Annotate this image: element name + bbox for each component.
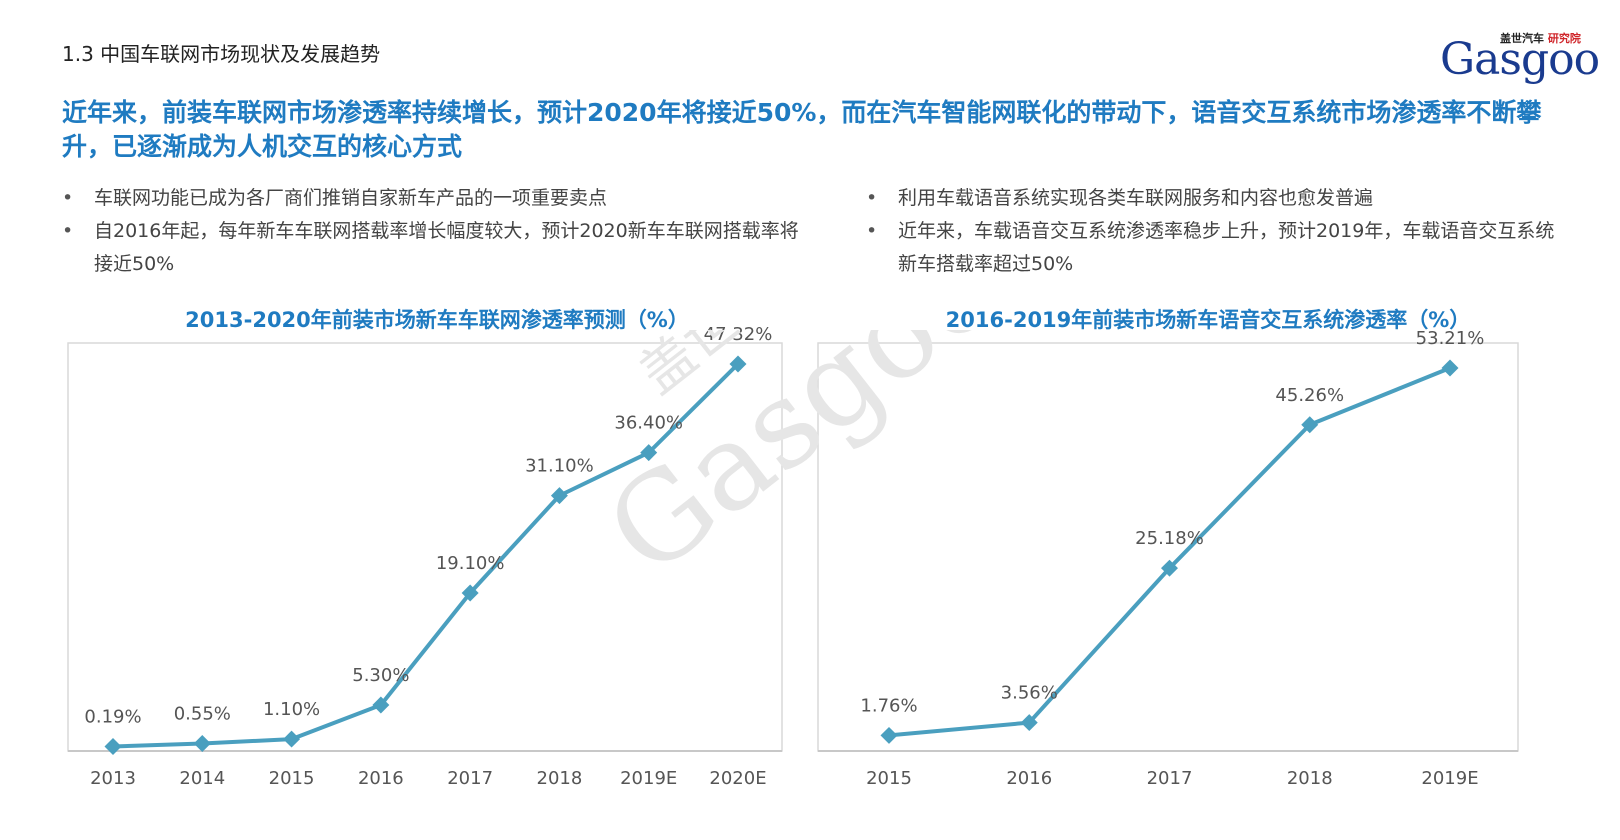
x-tick-label: 2019E bbox=[620, 768, 677, 789]
chart-title-left: 2013-2020年前装市场新车车联网渗透率预测（%） bbox=[185, 308, 689, 332]
x-tick-label: 2018 bbox=[537, 768, 583, 789]
data-point bbox=[283, 730, 301, 748]
data-label: 45.26% bbox=[1275, 385, 1344, 406]
x-tick-label: 2020E bbox=[709, 768, 766, 789]
data-label: 47.32% bbox=[704, 324, 773, 345]
series-line-left bbox=[112, 362, 740, 749]
data-point bbox=[372, 696, 390, 714]
x-tick-label: 2017 bbox=[447, 768, 493, 789]
bullet-item: 利用车载语音系统实现各类车联网服务和内容也愈发普遍 bbox=[866, 182, 1566, 215]
headline: 近年来，前装车联网市场渗透率持续增长，预计2020年将接近50%，而在汽车智能网… bbox=[62, 98, 1542, 161]
data-label: 36.40% bbox=[614, 413, 683, 434]
bullets-left: 车联网功能已成为各厂商们推销自家新车产品的一项重要卖点 自2016年起，每年新车… bbox=[62, 182, 802, 281]
bullet-item: 近年来，车载语音交互系统渗透率稳步上升，预计2019年，车载语音交互系统新车搭载… bbox=[866, 215, 1566, 281]
data-point bbox=[880, 726, 898, 744]
data-point bbox=[104, 737, 122, 755]
data-point bbox=[1020, 714, 1038, 732]
data-point bbox=[1161, 559, 1178, 577]
data-point bbox=[729, 355, 747, 373]
logo-subtitle: 盖世汽车 研究院 bbox=[1500, 32, 1581, 45]
chart-frame-right bbox=[817, 342, 1519, 752]
data-point bbox=[193, 735, 211, 753]
data-point bbox=[640, 444, 658, 462]
x-tick-label: 2018 bbox=[1287, 768, 1333, 789]
x-tick-label: 2014 bbox=[179, 768, 225, 789]
x-tick-label: 2016 bbox=[1006, 768, 1052, 789]
bullet-item: 车联网功能已成为各厂商们推销自家新车产品的一项重要卖点 bbox=[62, 182, 802, 215]
data-label: 53.21% bbox=[1416, 328, 1485, 349]
data-label: 31.10% bbox=[525, 456, 594, 477]
data-point bbox=[550, 487, 568, 505]
data-label: 0.55% bbox=[174, 704, 231, 725]
data-label: 19.10% bbox=[436, 553, 505, 574]
logo-wordmark: Gasgoo bbox=[1440, 34, 1600, 85]
section-title: 1.3 中国车联网市场现状及发展趋势 bbox=[62, 42, 381, 66]
data-label: 25.18% bbox=[1135, 528, 1204, 549]
x-tick-label: 2019E bbox=[1421, 768, 1478, 789]
data-label: 1.10% bbox=[263, 699, 320, 720]
x-tick-label: 2013 bbox=[90, 768, 136, 789]
x-tick-label: 2016 bbox=[358, 768, 404, 789]
x-tick-label: 2015 bbox=[269, 768, 315, 789]
data-label: 1.76% bbox=[860, 695, 917, 716]
bullet-item: 自2016年起，每年新车车联网搭载率增长幅度较大，预计2020新车车联网搭载率将… bbox=[62, 215, 802, 281]
x-tick-label: 2015 bbox=[866, 768, 912, 789]
data-label: 5.30% bbox=[352, 665, 409, 686]
chart-title-right: 2016-2019年前装市场新车语音交互系统渗透率（%） bbox=[945, 308, 1471, 332]
x-tick-label: 2017 bbox=[1147, 768, 1193, 789]
chart-frame-left bbox=[67, 342, 783, 752]
data-label: 0.19% bbox=[84, 706, 141, 727]
data-label: 3.56% bbox=[1001, 683, 1058, 704]
bullets-right: 利用车载语音系统实现各类车联网服务和内容也愈发普遍 近年来，车载语音交互系统渗透… bbox=[866, 182, 1566, 281]
data-point bbox=[461, 584, 479, 602]
